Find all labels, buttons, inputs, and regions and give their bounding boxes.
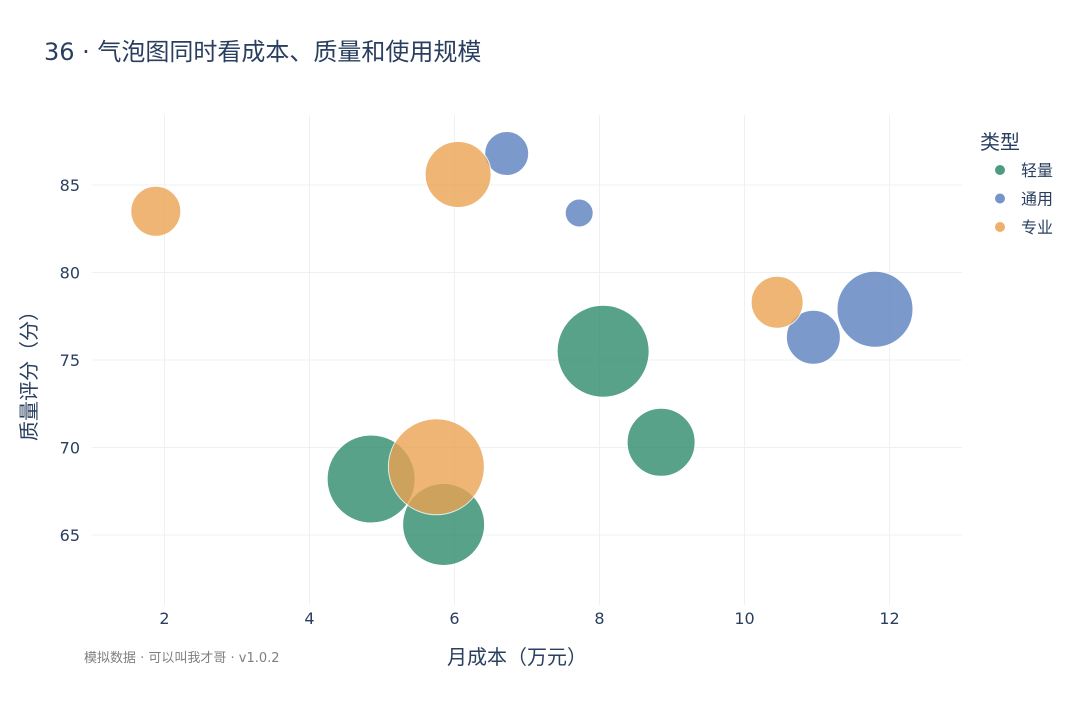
bubble-3 — [130, 185, 182, 237]
bubble-2 — [564, 198, 594, 228]
y-tick-label: 65 — [60, 526, 80, 545]
legend-title: 类型 — [980, 130, 1020, 154]
legend-label: 专业 — [1021, 218, 1053, 237]
x-tick-label: 10 — [734, 609, 754, 628]
y-tick-label: 80 — [60, 264, 80, 283]
y-tick-label: 75 — [60, 351, 80, 370]
bubble-2 — [785, 309, 841, 365]
x-tick-label: 4 — [304, 609, 314, 628]
legend-marker — [995, 193, 1005, 204]
y-tick-label: 70 — [60, 439, 80, 458]
legend-marker — [995, 165, 1005, 175]
x-axis-title: 月成本（万元） — [447, 645, 587, 669]
axis-ticks: 2 4 6 8 10 12 65 70 75 80 85 — [60, 176, 900, 628]
bubble-1 — [626, 407, 696, 477]
x-tick-label: 8 — [594, 609, 604, 628]
legend-label: 通用 — [1021, 190, 1053, 209]
gridlines — [92, 115, 962, 605]
bubble-1 — [556, 304, 650, 398]
bubble-2 — [836, 270, 914, 348]
bubble-3 — [387, 418, 485, 516]
y-axis-title: 质量评分（分） — [17, 301, 41, 441]
x-tick-label: 12 — [879, 609, 899, 628]
chart-title: 36 · 气泡图同时看成本、质量和使用规模 — [44, 38, 481, 66]
x-tick-label: 2 — [159, 609, 169, 628]
x-tick-label: 6 — [449, 609, 459, 628]
bubble-2 — [484, 131, 530, 176]
footnote: 模拟数据 · 可以叫我才哥 · v1.0.2 — [84, 651, 280, 666]
bubble-3 — [750, 275, 804, 329]
bubbles — [130, 131, 914, 566]
bubble-3 — [424, 141, 492, 208]
legend-label: 轻量 — [1021, 161, 1053, 180]
legend-marker — [995, 222, 1005, 232]
y-tick-label: 85 — [60, 176, 80, 195]
